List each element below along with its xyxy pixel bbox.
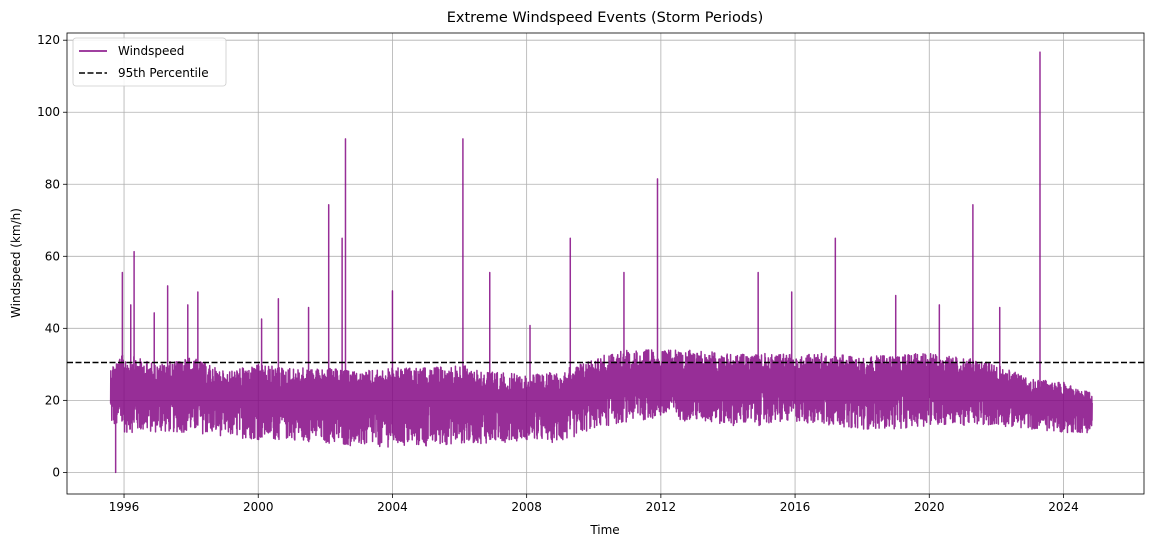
plot-frame	[66, 32, 1145, 495]
legend-label-windspeed: Windspeed	[118, 44, 184, 58]
y-tick-label: 80	[45, 177, 60, 191]
y-tick-label: 40	[45, 321, 60, 335]
y-axis-title: Windspeed (km/h)	[9, 208, 23, 318]
y-tick-label: 120	[37, 33, 60, 47]
x-tick-label: 1996	[109, 500, 140, 514]
y-axis-ticks: 0 20 40 60 80 100 120	[37, 33, 67, 479]
x-axis-ticks: 1996 2000 2004 2008 2012 2016 2020 2024	[109, 494, 1079, 514]
x-tick-label: 2016	[780, 500, 811, 514]
y-tick-label: 20	[45, 393, 60, 407]
x-tick-label: 2024	[1048, 500, 1079, 514]
x-tick-label: 2000	[243, 500, 274, 514]
chart-title: Extreme Windspeed Events (Storm Periods)	[447, 10, 764, 26]
x-tick-label: 2020	[914, 500, 945, 514]
legend-label-95th-percentile: 95th Percentile	[118, 66, 209, 80]
windspeed-line	[109, 51, 1093, 474]
x-tick-label: 2004	[377, 500, 408, 514]
legend-box	[72, 37, 227, 87]
y-tick-label: 60	[45, 249, 60, 263]
x-axis-title: Time	[589, 523, 619, 537]
y-tick-label: 100	[37, 105, 60, 119]
legend: Windspeed 95th Percentile	[72, 37, 227, 87]
x-tick-label: 2008	[511, 500, 542, 514]
windspeed-series	[109, 51, 1093, 474]
y-tick-label: 0	[52, 465, 60, 479]
x-tick-label: 2012	[646, 500, 677, 514]
